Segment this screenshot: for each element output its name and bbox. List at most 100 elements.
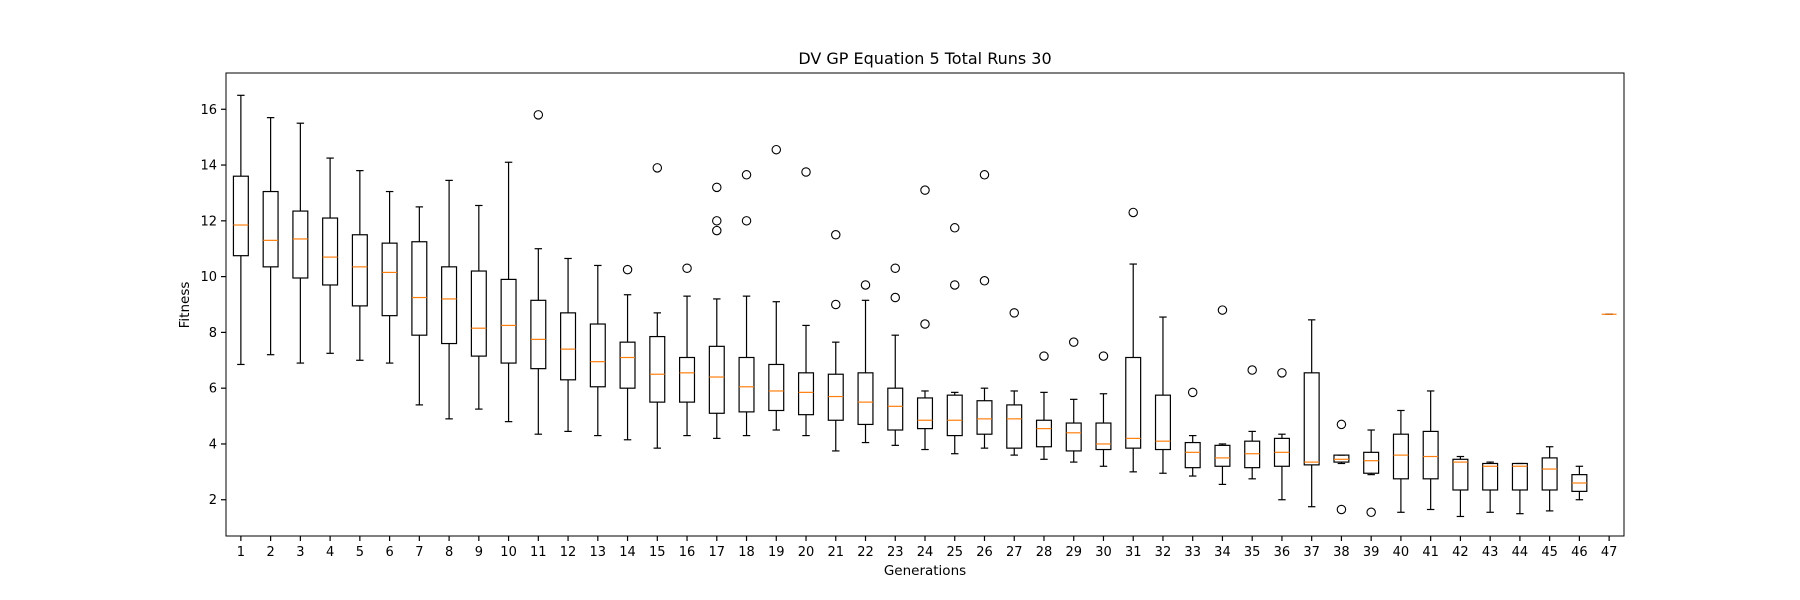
iqr-box [768, 363, 785, 412]
x-tick-label: 30 [1095, 545, 1112, 560]
iqr-box [1035, 419, 1053, 448]
x-tick-label: 46 [1571, 545, 1588, 560]
iqr-box [1541, 457, 1558, 491]
box-generation-43 [1482, 461, 1499, 513]
box-generation-21 [827, 230, 844, 452]
iqr-box [946, 394, 963, 437]
iqr-box [857, 372, 874, 426]
x-tick-label: 3 [296, 545, 304, 560]
outlier-point [712, 225, 722, 236]
box-generation-46 [1571, 465, 1588, 501]
iqr-box [827, 373, 844, 421]
x-tick-label: 4 [326, 545, 334, 560]
box-generation-36 [1273, 368, 1290, 501]
x-tick-label: 33 [1184, 545, 1201, 560]
iqr-box [916, 397, 934, 430]
box-generation-17 [708, 182, 725, 439]
iqr-box [292, 210, 309, 279]
x-tick-label: 25 [946, 545, 963, 560]
iqr-box [1333, 454, 1350, 463]
iqr-box [1095, 422, 1112, 451]
outlier-point [741, 170, 752, 180]
outlier-point [1247, 365, 1257, 375]
iqr-box [1125, 356, 1142, 449]
y-tick-label: 10 [200, 270, 217, 285]
box-generation-7 [411, 206, 428, 406]
outlier-point [979, 276, 990, 286]
x-tick-label: 15 [649, 545, 666, 560]
box-generation-15 [649, 163, 666, 449]
x-tick-label: 12 [560, 545, 577, 560]
x-tick-label: 24 [917, 545, 934, 560]
box-generation-41 [1422, 390, 1439, 511]
outlier-point [1039, 351, 1049, 361]
x-tick-label: 40 [1393, 545, 1410, 560]
box-generation-33 [1184, 387, 1201, 477]
iqr-box [530, 299, 547, 370]
box-generation-40 [1392, 409, 1409, 513]
x-tick-label: 42 [1452, 545, 1469, 560]
box-generation-13 [589, 264, 606, 437]
x-tick-label: 47 [1601, 545, 1618, 560]
iqr-box [649, 335, 666, 403]
x-tick-label: 26 [976, 545, 993, 560]
iqr-box [470, 270, 487, 357]
y-axis-ticks: 2 4 6 8 10 12 14 16 [200, 103, 226, 508]
iqr-box [1303, 372, 1320, 466]
box-generation-37 [1303, 319, 1320, 508]
x-tick-label: 11 [530, 545, 547, 560]
box-generation-35 [1244, 365, 1261, 480]
outlier-point [1366, 507, 1376, 518]
iqr-box [1244, 440, 1261, 469]
box-generation-19 [768, 144, 785, 431]
x-tick-label: 28 [1036, 545, 1053, 560]
box-generation-6 [381, 190, 398, 364]
iqr-box [619, 341, 636, 389]
iqr-box [679, 356, 696, 403]
box-generation-5 [351, 170, 368, 361]
iqr-box [322, 217, 339, 286]
x-tick-label: 37 [1303, 545, 1320, 560]
iqr-box [262, 190, 279, 268]
chart-title: DV GP Equation 5 Total Runs 30 [798, 49, 1051, 68]
iqr-box [1452, 458, 1469, 491]
iqr-box [1482, 462, 1499, 491]
box-generation-31 [1125, 207, 1142, 473]
box-generation-2 [262, 117, 279, 356]
iqr-box [887, 387, 904, 431]
box-generation-18 [738, 170, 755, 437]
box-generation-12 [560, 257, 577, 433]
box-generation-30 [1095, 351, 1112, 467]
outlier-point [1336, 419, 1347, 430]
x-tick-label: 23 [887, 545, 904, 560]
iqr-box [232, 175, 249, 257]
outlier-point [1128, 207, 1138, 218]
outlier-point [1187, 387, 1198, 398]
x-axis-ticks: 1 2 3 4 5 6 7 8 9 10 11 12 13 14 15 16 17 18 19 20 21 22 23 24 2… [237, 536, 1618, 560]
outlier-point [1009, 308, 1019, 318]
outlier-point [890, 263, 901, 273]
x-tick-label: 2 [266, 545, 274, 560]
x-tick-label: 35 [1244, 545, 1261, 560]
box-generation-34 [1214, 305, 1231, 486]
outlier-point [920, 319, 930, 329]
box-generation-44 [1511, 462, 1528, 515]
iqr-box [1511, 462, 1528, 491]
box-generation-24 [916, 185, 934, 451]
iqr-box [411, 241, 428, 336]
box-generation-14 [619, 264, 636, 441]
box-generation-23 [887, 263, 904, 446]
x-tick-label: 22 [857, 545, 874, 560]
outlier-point [920, 185, 930, 195]
x-tick-label: 18 [738, 545, 755, 560]
outlier-point [533, 110, 544, 120]
box-generation-3 [292, 122, 309, 364]
x-axis-label: Generations [884, 563, 966, 579]
outlier-point [712, 216, 722, 226]
x-tick-label: 29 [1065, 545, 1082, 560]
x-tick-label: 41 [1422, 545, 1439, 560]
box-generation-32 [1154, 316, 1171, 474]
outlier-point [682, 263, 692, 273]
y-tick-label: 14 [200, 159, 217, 174]
